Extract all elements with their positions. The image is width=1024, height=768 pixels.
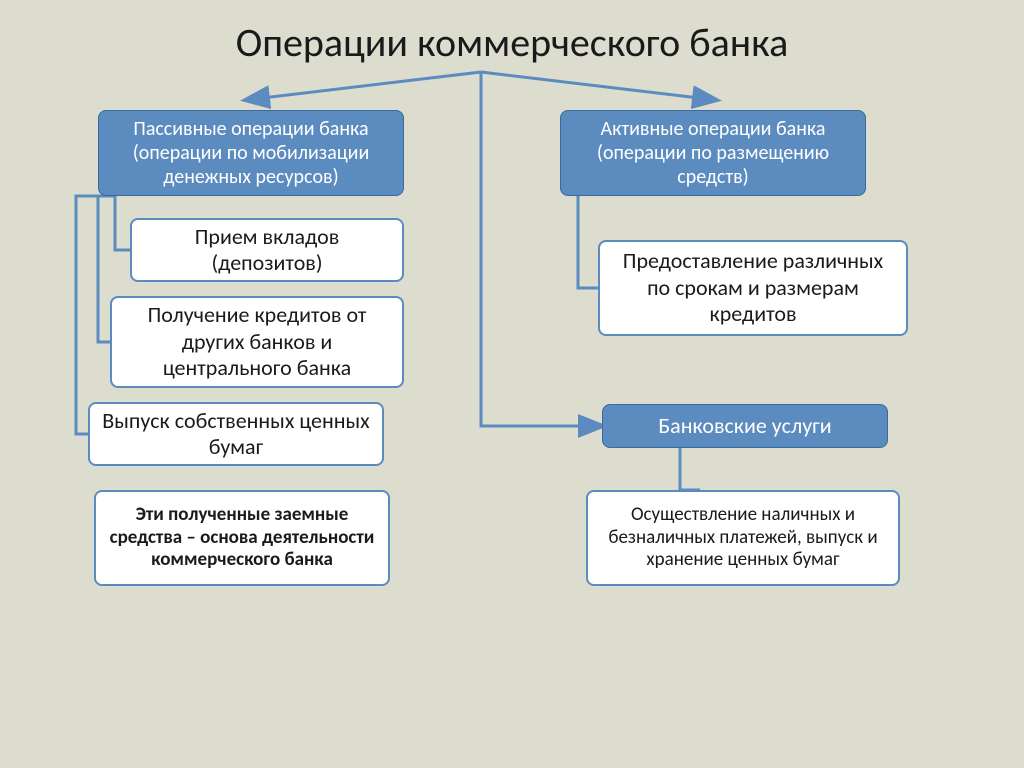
node-deposits: Прием вкладов (депозитов) <box>130 218 404 282</box>
node-services_detail: Осуществление наличных и безналичных пла… <box>586 490 900 586</box>
node-bank_services: Банковские услуги <box>602 404 888 448</box>
node-securities: Выпуск собственных ценных бумаг <box>88 402 384 466</box>
node-credits_other: Получение кредитов от других банков и це… <box>110 296 404 388</box>
node-footnote_left: Эти полученные заемные средства – основа… <box>94 490 390 586</box>
node-active_header: Активные операции банка (операции по раз… <box>560 110 866 196</box>
diagram-title: Операции коммерческого банка <box>0 18 1024 67</box>
node-loans: Предоставление различных по срокам и раз… <box>598 240 908 336</box>
node-passive_header: Пассивные операции банка (операции по мо… <box>98 110 404 196</box>
